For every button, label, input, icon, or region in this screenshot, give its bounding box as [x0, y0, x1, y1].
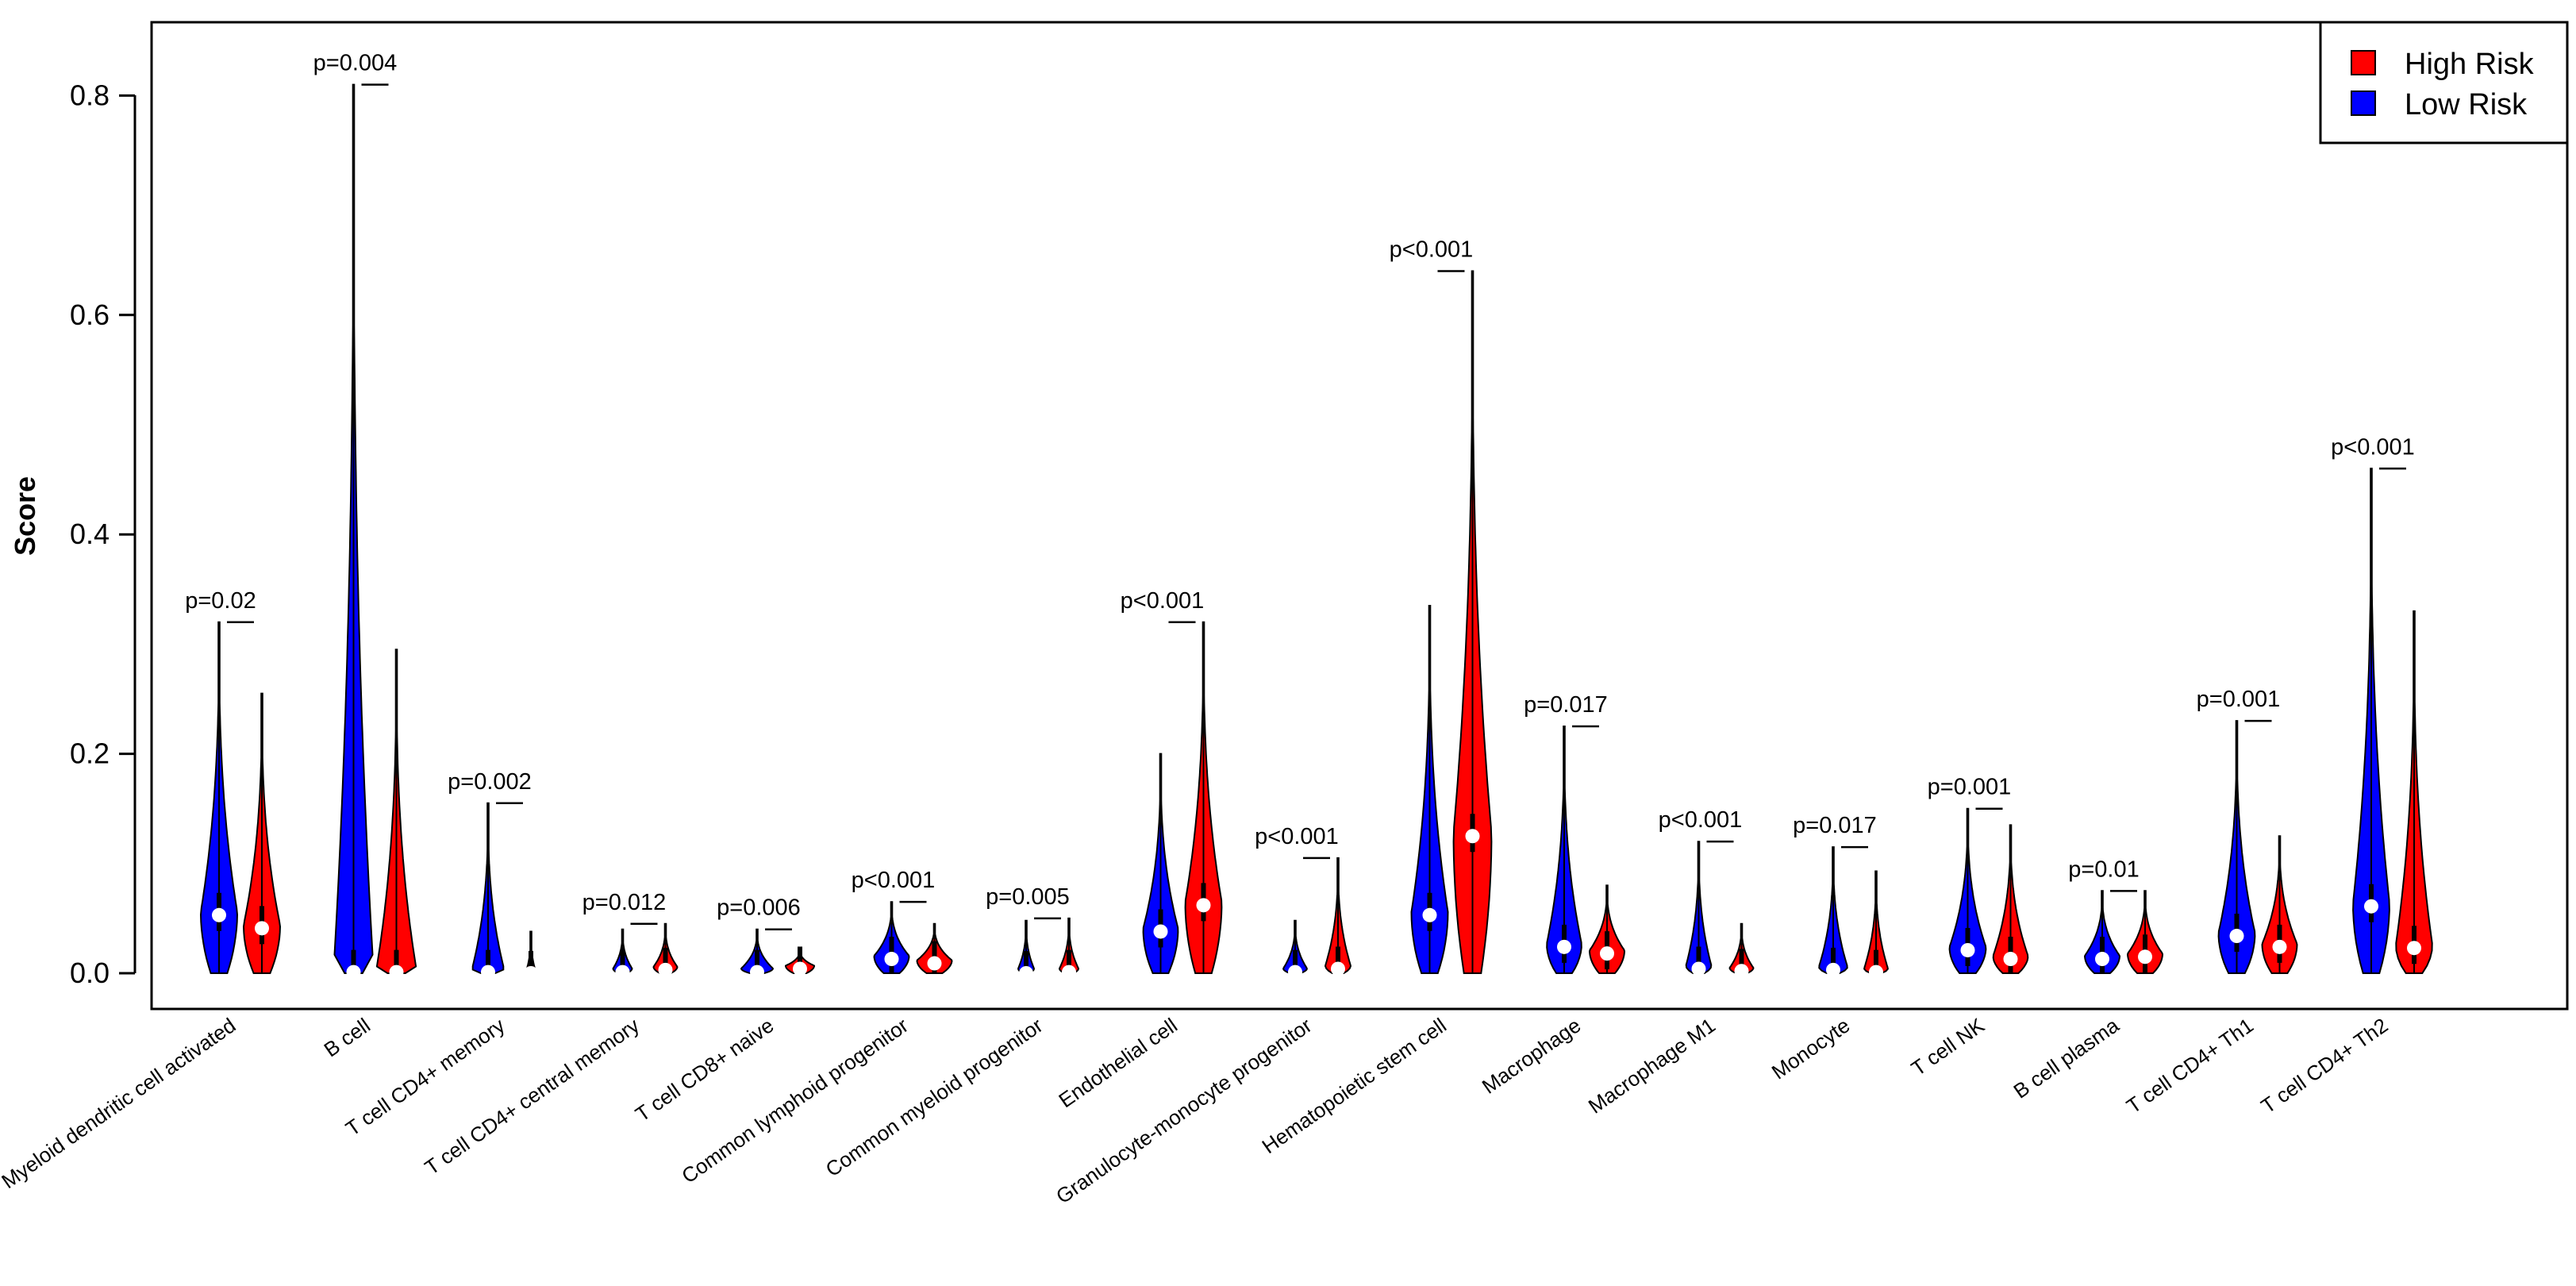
violin-median-low-risk [884, 952, 899, 967]
plot-frame [150, 21, 2569, 1011]
y-tick-label: 0.8 [70, 79, 110, 111]
category-label: T cell CD4+ Th2 [2257, 1013, 2393, 1118]
category-label: B cell plasma [2009, 1013, 2124, 1103]
violin-median-high-risk [793, 961, 807, 976]
violins [199, 83, 2433, 980]
p-value-label: p<0.001 [1390, 237, 1474, 263]
y-tick-label: 0.0 [70, 957, 110, 989]
violin-median-high-risk [1062, 964, 1076, 980]
violin-median-high-risk [1600, 946, 1614, 961]
p-value-label: p<0.001 [1121, 588, 1205, 614]
p-value-annotations: p=0.02 p=0.004 p=0.002 p=0.012 p=0.006 p<0.00… [185, 51, 2415, 930]
violin-median-high-risk [2138, 949, 2152, 964]
p-value-label: p=0.005 [986, 884, 1070, 910]
p-value-label: p<0.001 [852, 868, 936, 893]
y-tick-label: 0.4 [70, 518, 110, 550]
violin-median-high-risk [255, 921, 269, 936]
y-tick-label: 0.2 [70, 737, 110, 770]
category-label: Common lymphoid progenitor [677, 1013, 913, 1188]
category-label: B cell [320, 1013, 375, 1061]
category-label: Myeloid dendritic cell activated [0, 1013, 240, 1193]
category-label: T cell CD4+ central memory [421, 1013, 644, 1180]
category-label: T cell CD4+ Th1 [2122, 1013, 2258, 1118]
p-value-label: p<0.001 [2331, 434, 2415, 460]
violin-median-low-risk [346, 964, 361, 980]
p-value-label: p=0.001 [2197, 687, 2281, 712]
violin-median-high-risk [2407, 941, 2421, 956]
category-label: Common myeloid progenitor [821, 1013, 1048, 1181]
p-value-label: p<0.001 [1659, 807, 1743, 833]
violin-median-high-risk [1331, 961, 1345, 976]
y-axis-title: Score [9, 476, 41, 556]
legend-swatch-high-risk [2351, 50, 2376, 75]
violin-median-high-risk [2003, 952, 2018, 967]
violin-median-low-risk [212, 907, 226, 922]
violin-median-low-risk [2364, 899, 2378, 914]
p-value-label: p=0.001 [1928, 775, 2012, 800]
y-ticks: 0.0 0.2 0.4 0.6 0.8 [70, 79, 135, 989]
p-value-label: p=0.012 [582, 890, 667, 915]
violin-median-low-risk [2229, 929, 2244, 944]
violin-median-high-risk [658, 962, 673, 977]
category-label: T cell CD8+ naive [631, 1013, 779, 1126]
violin-median-high-risk [524, 966, 538, 980]
violin-median-high-risk [927, 956, 942, 971]
violin-median-low-risk [1691, 961, 1706, 976]
legend-swatch-low-risk [2351, 90, 2376, 116]
category-label: Monocyte [1767, 1013, 1855, 1084]
violin-median-low-risk [1019, 966, 1033, 980]
violin-median-high-risk [389, 964, 404, 980]
y-tick-label: 0.6 [70, 298, 110, 331]
legend-label-high-risk: High Risk [2405, 48, 2535, 81]
category-label: T cell NK [1907, 1013, 1990, 1080]
p-value-label: p=0.01 [2068, 857, 2140, 882]
violin-median-high-risk [1734, 964, 1749, 979]
violin-median-low-risk [1288, 964, 1302, 980]
violin-median-low-risk [481, 964, 495, 980]
violin-median-low-risk [2095, 952, 2109, 967]
category-label: Macrophage M1 [1584, 1013, 1720, 1118]
p-value-label: p=0.002 [448, 769, 532, 795]
p-value-label: p=0.006 [717, 895, 801, 921]
violin-median-high-risk [1465, 829, 1480, 844]
p-value-label: p=0.017 [1793, 813, 1877, 838]
category-label: Granulocyte-monocyte progenitor [1052, 1013, 1317, 1208]
legend-box [2319, 21, 2569, 144]
violin-median-low-risk [1960, 942, 1975, 957]
legend-label-low-risk: Low Risk [2405, 88, 2528, 121]
category-labels: Myeloid dendritic cell activated B cell T … [0, 1013, 2393, 1208]
violin-median-high-risk [1196, 898, 1211, 913]
violin-median-low-risk [750, 964, 764, 980]
violin-median-high-risk [2272, 939, 2287, 954]
legend: High Risk Low Risk [2319, 21, 2569, 144]
violin-median-high-risk [1869, 964, 1883, 980]
p-value-label: p<0.001 [1255, 824, 1339, 849]
p-value-label: p=0.017 [1524, 692, 1608, 718]
category-label: Macrophage [1478, 1013, 1586, 1098]
category-label: Endothelial cell [1054, 1013, 1181, 1112]
p-value-label: p=0.004 [313, 51, 398, 76]
violin-median-low-risk [615, 964, 630, 980]
violin-median-low-risk [1826, 962, 1840, 977]
violin-median-low-risk [1153, 924, 1168, 939]
p-value-label: p=0.02 [185, 588, 256, 614]
violin-median-low-risk [1557, 939, 1571, 954]
violin-median-low-risk [1422, 907, 1437, 922]
